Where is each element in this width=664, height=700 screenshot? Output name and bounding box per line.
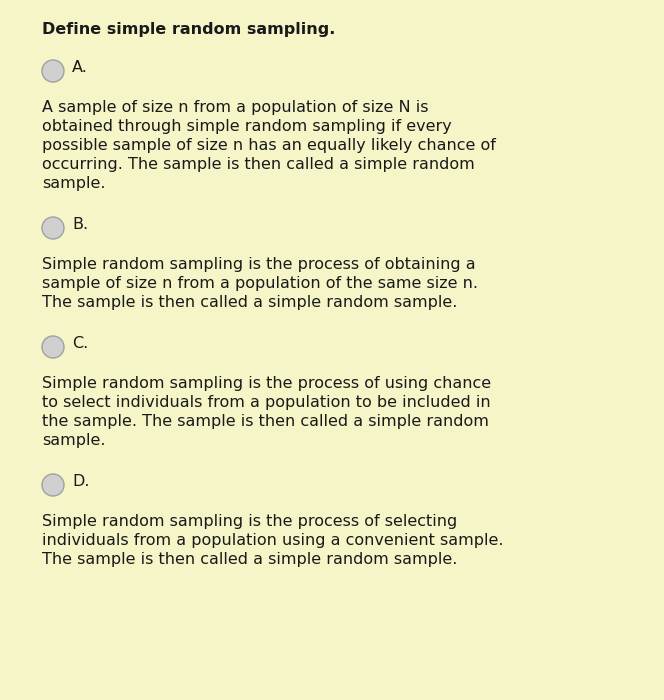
Circle shape — [42, 217, 64, 239]
Text: obtained through simple random sampling if every: obtained through simple random sampling … — [42, 119, 452, 134]
Text: The sample is then called a simple random sample.: The sample is then called a simple rando… — [42, 552, 457, 567]
Text: B.: B. — [72, 217, 88, 232]
Circle shape — [42, 474, 64, 496]
Text: Define simple random sampling.: Define simple random sampling. — [42, 22, 335, 37]
Text: A sample of size n from a population of size N is: A sample of size n from a population of … — [42, 100, 428, 115]
Text: Simple random sampling is the process of obtaining a: Simple random sampling is the process of… — [42, 257, 475, 272]
Text: C.: C. — [72, 336, 88, 351]
Text: sample of size n from a population of the same size n.: sample of size n from a population of th… — [42, 276, 478, 291]
Text: to select individuals from a population to be included in: to select individuals from a population … — [42, 395, 491, 410]
Text: occurring. The sample is then called a simple random: occurring. The sample is then called a s… — [42, 157, 475, 172]
Circle shape — [42, 60, 64, 82]
Text: the sample. The sample is then called a simple random: the sample. The sample is then called a … — [42, 414, 489, 429]
Text: possible sample of size n has an equally likely chance of: possible sample of size n has an equally… — [42, 138, 496, 153]
Text: sample.: sample. — [42, 176, 106, 191]
Text: individuals from a population using a convenient sample.: individuals from a population using a co… — [42, 533, 503, 548]
Text: sample.: sample. — [42, 433, 106, 448]
Text: Simple random sampling is the process of selecting: Simple random sampling is the process of… — [42, 514, 457, 529]
Text: Simple random sampling is the process of using chance: Simple random sampling is the process of… — [42, 376, 491, 391]
Text: A.: A. — [72, 60, 88, 75]
Circle shape — [42, 336, 64, 358]
Text: The sample is then called a simple random sample.: The sample is then called a simple rando… — [42, 295, 457, 310]
Text: D.: D. — [72, 474, 90, 489]
